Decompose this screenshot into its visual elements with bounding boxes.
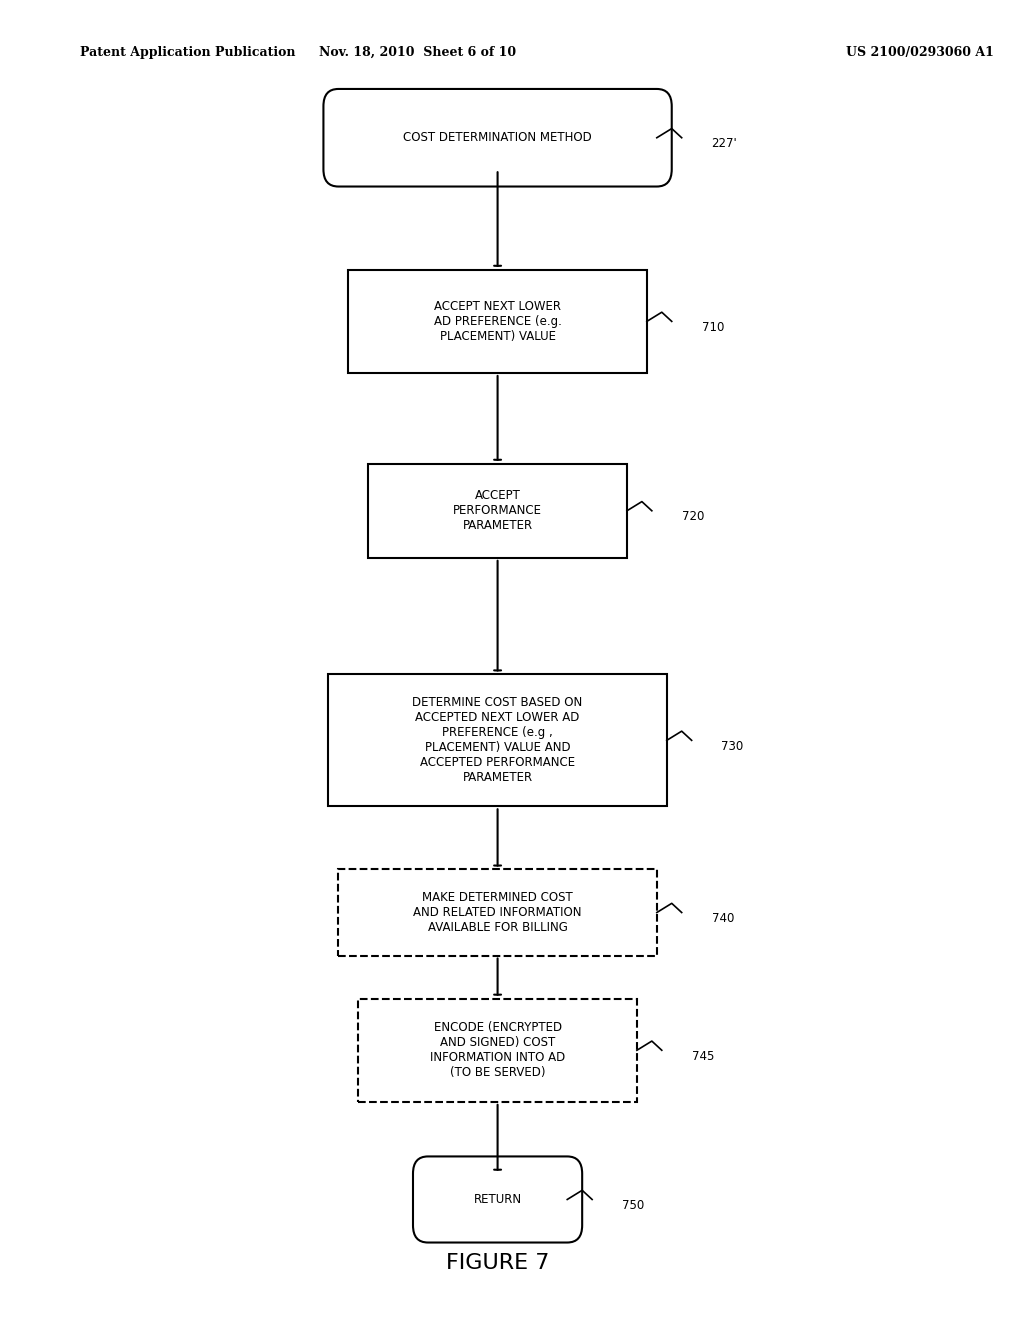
- Text: 730: 730: [722, 739, 743, 752]
- Text: Patent Application Publication: Patent Application Publication: [80, 46, 295, 59]
- Text: ENCODE (ENCRYPTED
AND SIGNED) COST
INFORMATION INTO AD
(TO BE SERVED): ENCODE (ENCRYPTED AND SIGNED) COST INFOR…: [430, 1022, 565, 1080]
- Text: 745: 745: [691, 1049, 714, 1063]
- FancyBboxPatch shape: [324, 88, 672, 186]
- Text: 750: 750: [622, 1199, 644, 1212]
- Text: US 2100/0293060 A1: US 2100/0293060 A1: [846, 46, 993, 59]
- FancyBboxPatch shape: [413, 1156, 583, 1242]
- Text: ACCEPT
PERFORMANCE
PARAMETER: ACCEPT PERFORMANCE PARAMETER: [453, 490, 542, 532]
- Text: 720: 720: [682, 510, 705, 523]
- Bar: [358, 999, 637, 1102]
- Text: FIGURE 7: FIGURE 7: [445, 1253, 549, 1272]
- Bar: [348, 269, 647, 374]
- Text: 740: 740: [712, 912, 734, 925]
- Text: DETERMINE COST BASED ON
ACCEPTED NEXT LOWER AD
PREFERENCE (e.g ,
PLACEMENT) VALU: DETERMINE COST BASED ON ACCEPTED NEXT LO…: [413, 697, 583, 784]
- Bar: [369, 463, 627, 558]
- Bar: [338, 870, 656, 956]
- Text: ACCEPT NEXT LOWER
AD PREFERENCE (e.g.
PLACEMENT) VALUE: ACCEPT NEXT LOWER AD PREFERENCE (e.g. PL…: [433, 300, 561, 343]
- Text: Nov. 18, 2010  Sheet 6 of 10: Nov. 18, 2010 Sheet 6 of 10: [319, 46, 516, 59]
- Text: 710: 710: [701, 321, 724, 334]
- Bar: [329, 675, 667, 807]
- Text: COST DETERMINATION METHOD: COST DETERMINATION METHOD: [403, 131, 592, 144]
- Text: RETURN: RETURN: [473, 1193, 521, 1206]
- Text: 227': 227': [712, 137, 737, 150]
- Text: MAKE DETERMINED COST
AND RELATED INFORMATION
AVAILABLE FOR BILLING: MAKE DETERMINED COST AND RELATED INFORMA…: [414, 891, 582, 935]
